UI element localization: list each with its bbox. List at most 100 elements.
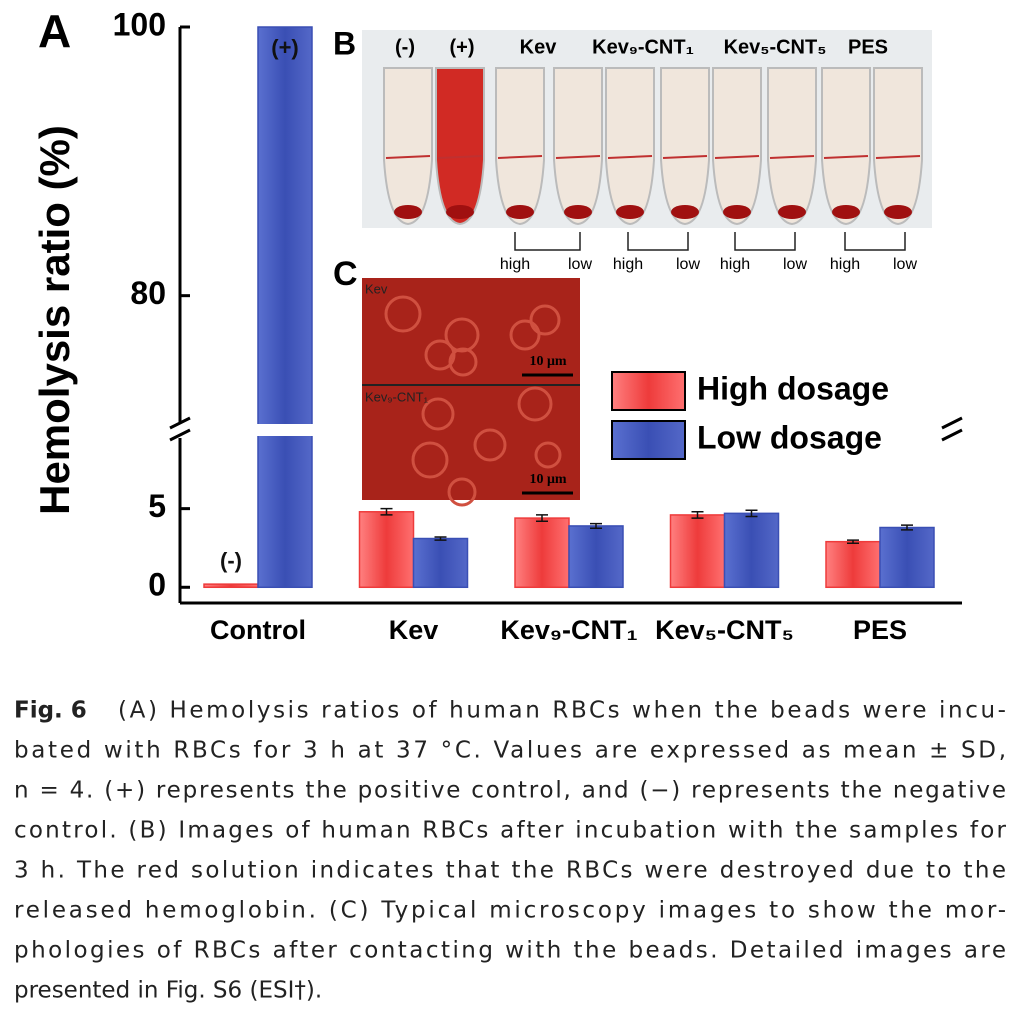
caption-line: phologies of RBCs after contacting with …	[14, 938, 1006, 964]
cell	[424, 339, 456, 371]
break-mark	[941, 416, 963, 442]
caption-line: 3 h. The red solution indicates that the…	[14, 858, 1006, 884]
y-axis-label: Hemolysis ratio (%)	[31, 125, 78, 515]
panel-label: C	[333, 255, 358, 293]
meniscus	[662, 155, 708, 159]
bar	[514, 517, 570, 589]
tube-label: (+)	[450, 36, 475, 58]
caption-line: bated with RBCs for 3 h at 37 °C. Values…	[14, 738, 1006, 764]
sediment	[832, 205, 860, 219]
meniscus	[437, 155, 483, 159]
cell	[444, 317, 480, 353]
tube-label: (-)	[395, 36, 415, 58]
legend-label: High dosage	[697, 370, 889, 406]
bar	[412, 537, 469, 589]
sediment	[778, 205, 806, 219]
tube	[553, 67, 603, 226]
bar-annotation: (-)	[220, 548, 242, 573]
dose-label: high	[720, 256, 750, 273]
bar	[879, 526, 935, 589]
meniscus	[385, 155, 431, 159]
bar	[723, 512, 780, 589]
error-bar	[536, 514, 548, 522]
bar	[203, 583, 259, 589]
meniscus	[875, 155, 921, 159]
cell	[509, 319, 541, 351]
cell	[534, 441, 562, 469]
cell	[411, 441, 449, 479]
tube-label: PES	[848, 36, 888, 58]
caption-line: n = 4. (+) represents the positive contr…	[14, 778, 1006, 804]
plot-area: (-) (+) 0 5 80 100 Control Kev Kev₉-CNT₁ Kev₅-CNT…	[113, 6, 964, 645]
inset-microscopy	[362, 278, 580, 507]
label-strip	[362, 228, 932, 278]
bar-annotation: (+)	[271, 35, 299, 60]
tube	[873, 67, 923, 226]
dose-label: low	[783, 256, 807, 273]
bracket	[844, 232, 906, 251]
legend-label: Low dosage	[697, 419, 882, 455]
tube	[767, 67, 817, 226]
cell	[517, 386, 553, 422]
tube-label: Kev	[520, 36, 558, 58]
meniscus	[607, 155, 653, 159]
break-mark	[169, 416, 191, 442]
caption: Fig. 6 (A) Hemolysis ratios of human RBCs…	[14, 698, 1007, 1004]
error-bar	[590, 522, 602, 530]
error-bar	[434, 536, 447, 541]
bracket	[734, 232, 796, 251]
tube	[712, 67, 762, 226]
meniscus	[555, 155, 601, 159]
inset-photo	[362, 30, 932, 278]
image-label: Kev₉-CNT₁	[365, 389, 429, 404]
panel-label: B	[333, 25, 356, 61]
tube-label: Kev₉-CNT₁	[592, 36, 694, 58]
image-label: Kev	[365, 281, 388, 296]
tube	[383, 67, 433, 226]
tube	[605, 67, 655, 226]
caption-label: Fig. 6	[14, 698, 87, 724]
error-bar	[901, 524, 913, 531]
sediment	[564, 205, 592, 219]
cell	[448, 347, 478, 377]
cell	[447, 477, 477, 507]
tube-label: Kev₅-CNT₅	[724, 36, 827, 58]
tube	[821, 67, 871, 226]
legend-swatch	[611, 420, 686, 460]
sediment	[671, 205, 699, 219]
cell	[421, 397, 455, 431]
caption-line: (A) Hemolysis ratios of human RBCs when …	[118, 698, 1006, 724]
x-tick-label: Kev₅-CNT₅	[655, 615, 794, 645]
panel-label: A	[38, 5, 71, 57]
bar	[358, 511, 415, 589]
dose-label: low	[676, 256, 700, 273]
meniscus	[714, 155, 760, 159]
bracket	[627, 232, 689, 251]
error-bar	[691, 511, 704, 519]
error-bar	[745, 509, 758, 518]
sediment	[723, 205, 751, 219]
caption-line: released hemoglobin. (C) Typical microsc…	[14, 898, 1006, 924]
legend-swatch	[611, 371, 686, 411]
tube	[660, 67, 710, 226]
tube	[435, 67, 485, 226]
caption-line: presented in Fig. S6 (ESI†).	[14, 978, 322, 1004]
bar	[257, 26, 313, 589]
error-bar	[847, 539, 859, 544]
x-tick-label: Kev₉-CNT₁	[500, 615, 637, 645]
bar	[669, 514, 726, 589]
sediment	[884, 205, 912, 219]
meniscus	[823, 155, 869, 159]
error-bar	[380, 507, 393, 516]
tube	[495, 67, 545, 226]
cell	[473, 428, 507, 462]
bar	[568, 525, 624, 589]
x-tick-label: Control	[210, 615, 306, 645]
y-tick-label: 80	[130, 275, 166, 311]
caption-line: control. (B) Images of human RBCs after …	[14, 818, 1007, 844]
cell	[529, 304, 561, 336]
meniscus	[497, 155, 543, 159]
sediment	[446, 205, 474, 219]
